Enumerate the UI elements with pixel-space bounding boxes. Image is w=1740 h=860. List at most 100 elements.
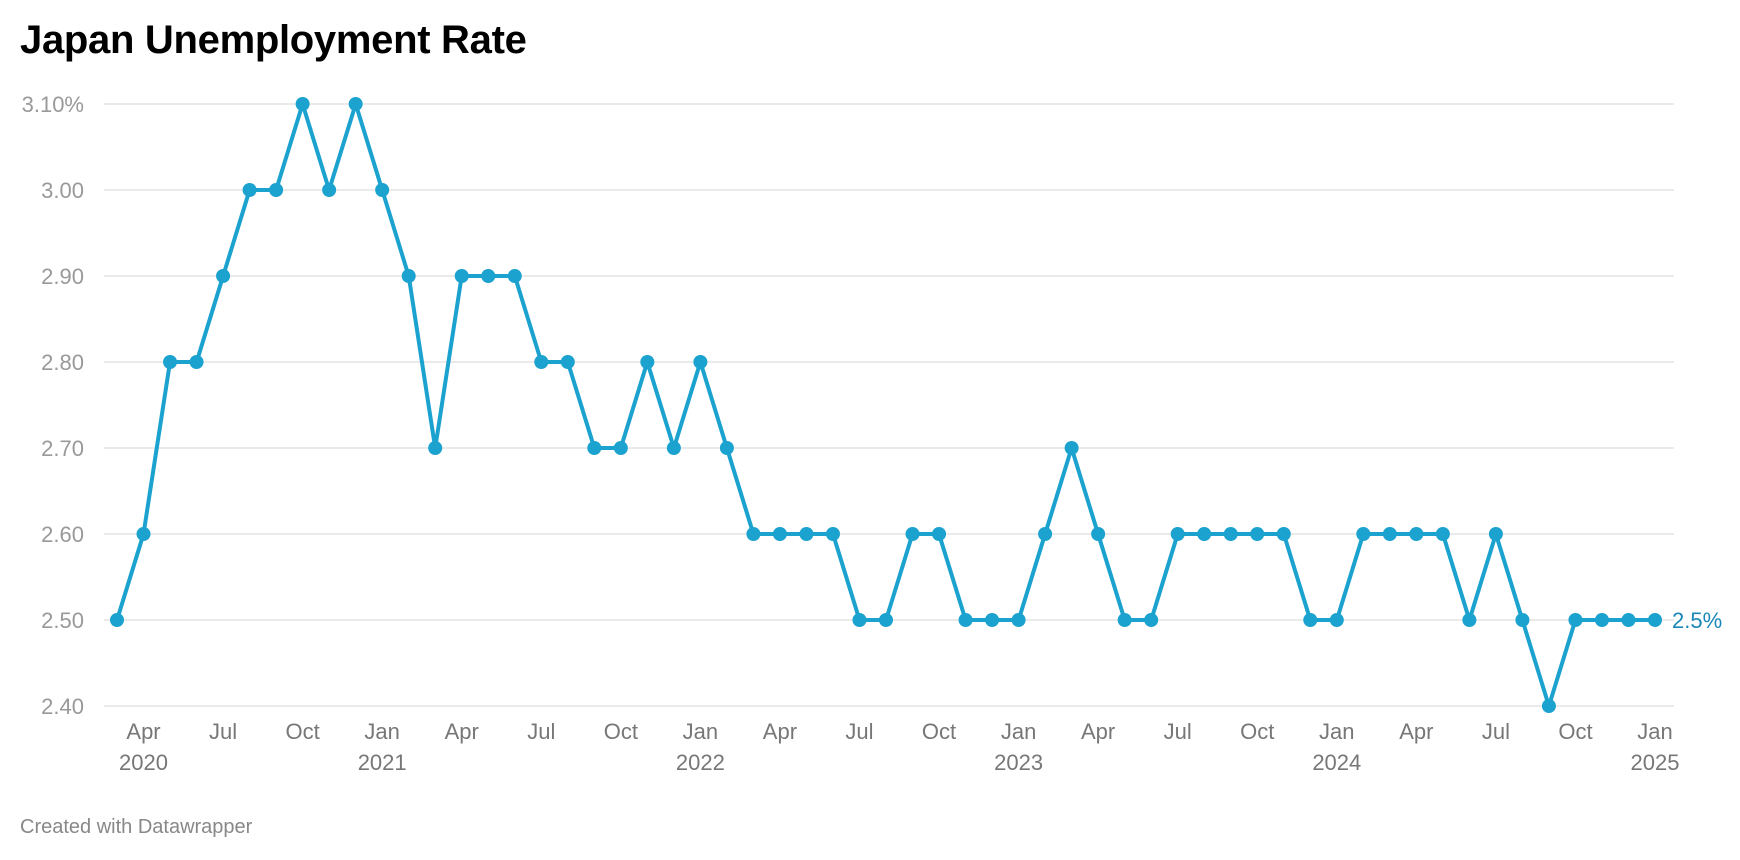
x-tick-year-label: 2023 (994, 750, 1043, 775)
data-point (560, 355, 575, 369)
data-point (322, 183, 337, 197)
x-tick-label: Oct (604, 719, 638, 744)
data-point (1064, 441, 1079, 455)
data-point (879, 613, 893, 627)
data-point (1568, 613, 1583, 627)
data-point (375, 183, 390, 197)
data-point (1038, 527, 1053, 541)
data-point (216, 269, 231, 283)
y-tick-label: 2.60 (41, 522, 84, 547)
data-point (110, 613, 124, 627)
data-point (1515, 613, 1530, 627)
data-point (1276, 527, 1291, 541)
y-tick-label: 2.90 (41, 264, 84, 289)
data-point (1621, 613, 1636, 627)
y-tick-label: 2.50 (41, 608, 84, 633)
data-point (1382, 527, 1397, 541)
data-point (958, 613, 973, 627)
data-point (693, 355, 708, 369)
x-tick-label: Oct (922, 719, 956, 744)
y-axis: 3.10% 3.00 2.90 2.80 2.70 2.60 2.50 2.40 (22, 92, 84, 719)
y-tick-label: 2.40 (41, 694, 84, 719)
x-tick-year-label: 2022 (676, 750, 725, 775)
data-point (1250, 527, 1265, 541)
data-point (507, 269, 522, 283)
x-tick-year-label: 2025 (1631, 750, 1680, 775)
x-tick-label: Apr (1399, 719, 1433, 744)
data-point (640, 355, 655, 369)
x-tick-label: Jul (527, 719, 555, 744)
data-point (348, 97, 363, 111)
data-point (1011, 613, 1026, 627)
data-point (825, 527, 840, 541)
end-label-group: 2.5% (1672, 608, 1722, 633)
data-point (242, 183, 257, 197)
x-tick-label: Jan (683, 719, 718, 744)
x-tick-label: Jan (364, 719, 399, 744)
data-point (481, 269, 496, 283)
data-point (799, 527, 814, 541)
data-point (269, 183, 284, 197)
data-point (136, 527, 151, 541)
data-point (1197, 527, 1212, 541)
data-point (189, 355, 204, 369)
data-point (1223, 527, 1238, 541)
data-point (985, 613, 1000, 627)
data-point (1435, 527, 1450, 541)
data-point (1144, 613, 1159, 627)
chart-title: Japan Unemployment Rate (20, 18, 527, 62)
data-point (772, 527, 787, 541)
x-tick-year-label: 2020 (119, 750, 168, 775)
data-point (401, 269, 416, 283)
data-point (666, 441, 681, 455)
x-tick-label: Jan (1637, 719, 1672, 744)
data-point (1329, 613, 1344, 627)
data-point (534, 355, 549, 369)
data-point (454, 269, 469, 283)
y-tick-label: 2.80 (41, 350, 84, 375)
x-tick-label: Apr (1081, 719, 1115, 744)
data-point (1409, 527, 1424, 541)
x-tick-label: Apr (126, 719, 160, 744)
y-tick-label: 3.10% (22, 92, 84, 117)
data-point (1091, 527, 1106, 541)
data-point (587, 441, 602, 455)
x-tick-label: Oct (1240, 719, 1274, 744)
x-tick-label: Oct (286, 719, 320, 744)
data-point (1117, 613, 1132, 627)
data-point (1462, 613, 1477, 627)
data-point (1648, 613, 1662, 627)
data-point (428, 441, 443, 455)
data-point (1356, 527, 1371, 541)
x-tick-label: Oct (1558, 719, 1592, 744)
x-tick-label: Jan (1319, 719, 1354, 744)
x-tick-label: Jul (1482, 719, 1510, 744)
y-tick-label: 2.70 (41, 436, 84, 461)
y-tick-label: 3.00 (41, 178, 84, 203)
data-points (110, 97, 1662, 713)
x-tick-year-label: 2024 (1312, 750, 1361, 775)
data-point (719, 441, 734, 455)
data-point (1594, 613, 1609, 627)
data-point (295, 97, 310, 111)
x-tick-label: Jul (1164, 719, 1192, 744)
x-axis: Apr 2020 Jul Oct Jan 2021 Apr Jul Oct Jan 2022 Apr J… (119, 719, 1679, 775)
footer-credit: Created with Datawrapper (20, 816, 253, 838)
x-tick-label: Apr (445, 719, 479, 744)
data-point (852, 613, 867, 627)
x-tick-label: Jul (845, 719, 873, 744)
data-point (1541, 699, 1556, 713)
data-point (905, 527, 920, 541)
data-point (746, 527, 761, 541)
data-point (163, 355, 178, 369)
gridlines (104, 103, 1674, 707)
data-point (1170, 527, 1185, 541)
x-tick-label: Jan (1001, 719, 1036, 744)
x-tick-year-label: 2021 (358, 750, 407, 775)
data-point (1488, 527, 1503, 541)
data-point (613, 441, 628, 455)
x-tick-label: Apr (763, 719, 797, 744)
data-point (1303, 613, 1318, 627)
end-value-label: 2.5% (1672, 608, 1722, 633)
